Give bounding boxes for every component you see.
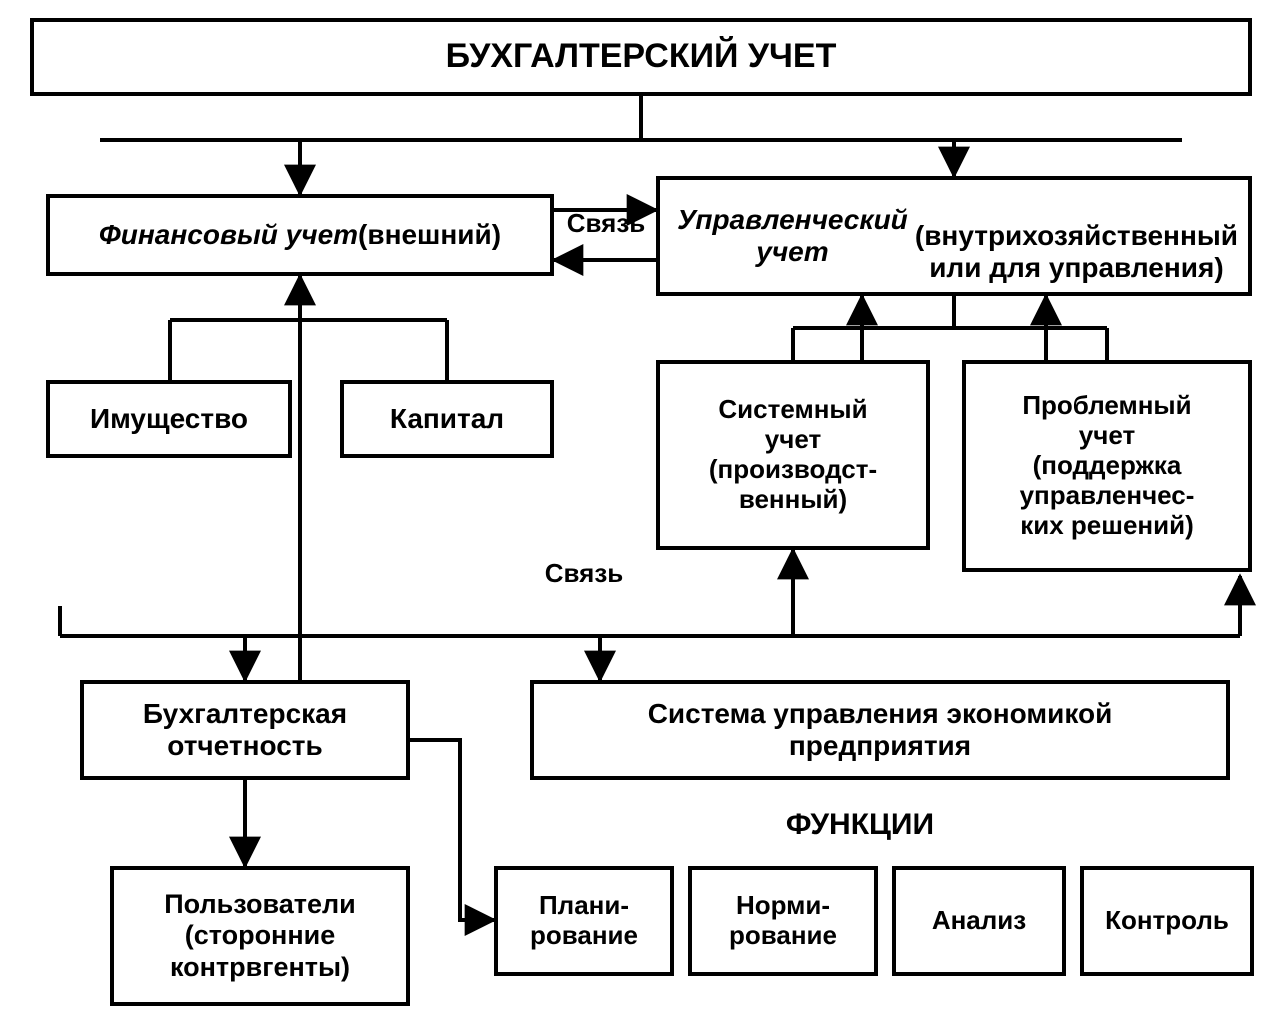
node-mgmt: Управленческий учет(внутрихозяйственныйи…: [656, 176, 1252, 296]
node-plan: Плани-рование: [494, 866, 674, 976]
node-prob: Проблемныйучет(поддержкауправленчес-ких …: [962, 360, 1252, 572]
node-cap: Капитал: [340, 380, 554, 458]
node-norm: Норми-рование: [688, 866, 878, 976]
diagram-stage: БУХГАЛТЕРСКИЙ УЧЕТ Финансовый учет (внешн…: [0, 0, 1282, 1036]
node-control: Контроль: [1080, 866, 1254, 976]
node-analysis: Анализ: [892, 866, 1066, 976]
label-link_label_mid: Связь: [538, 558, 630, 592]
node-prop: Имущество: [46, 380, 292, 458]
edge-acct-elbow-to-plan: [410, 740, 494, 920]
node-econ_sys: Система управления экономикойпредприятия: [530, 680, 1230, 780]
node-fin: Финансовый учет (внешний): [46, 194, 554, 276]
label-link_label_top: Связь: [560, 208, 652, 242]
label-functions: ФУНКЦИИ: [760, 808, 960, 848]
node-users: Пользователи(сторонниеконтрвгенты): [110, 866, 410, 1006]
node-acct_report: Бухгалтерскаяотчетность: [80, 680, 410, 780]
node-title: БУХГАЛТЕРСКИЙ УЧЕТ: [30, 18, 1252, 96]
node-sys: Системныйучет(производст-венный): [656, 360, 930, 550]
